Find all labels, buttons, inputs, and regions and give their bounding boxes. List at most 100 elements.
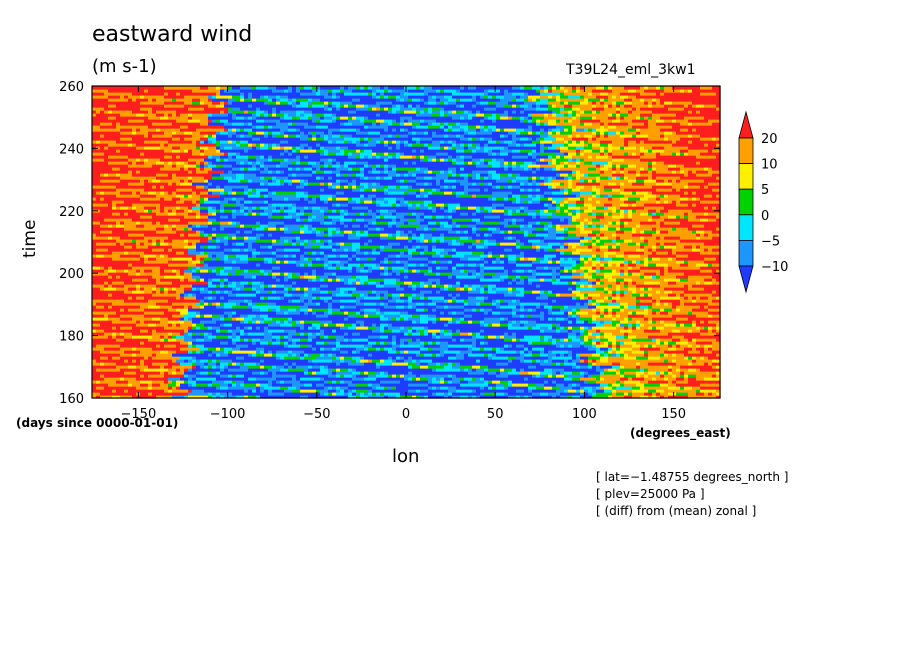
field-cell <box>236 368 241 372</box>
field-cell <box>304 374 309 378</box>
field-cell <box>392 359 397 363</box>
field-cell <box>472 356 477 360</box>
field-cell <box>660 359 665 363</box>
field-cell <box>372 359 377 363</box>
field-cell <box>584 380 589 384</box>
field-cell <box>344 353 349 357</box>
field-cell <box>204 374 209 378</box>
field-cell <box>136 356 141 360</box>
field-cell <box>460 392 465 396</box>
field-cell <box>180 365 185 369</box>
field-cell <box>348 350 353 354</box>
field-cell <box>696 371 701 375</box>
field-cell <box>620 383 625 387</box>
field-cell <box>148 374 153 378</box>
field-cell <box>232 356 237 360</box>
field-cell <box>568 356 573 360</box>
field-cell <box>676 368 681 372</box>
field-cell <box>104 365 109 369</box>
field-cell <box>476 356 481 360</box>
field-cell <box>168 353 173 357</box>
field-cell <box>652 389 657 393</box>
note-pressure-level: [ plev=25000 Pa ] <box>596 487 705 501</box>
field-cell <box>184 356 189 360</box>
field-cell <box>480 362 485 366</box>
field-cell <box>588 392 593 396</box>
field-cell <box>668 368 673 372</box>
field-cell <box>116 395 121 399</box>
field-cell <box>384 365 389 369</box>
field-cell <box>252 356 257 360</box>
field-cell <box>272 356 277 360</box>
field-cell <box>592 377 597 381</box>
field-cell <box>340 380 345 384</box>
field-cell <box>400 368 405 372</box>
field-cell <box>576 383 581 387</box>
field-cell <box>168 386 173 390</box>
field-cell <box>604 365 609 369</box>
field-cell <box>496 386 501 390</box>
field-cell <box>232 368 237 372</box>
field-cell <box>524 386 529 390</box>
field-cell <box>428 371 433 375</box>
field-cell <box>372 386 377 390</box>
field-cell <box>452 377 457 381</box>
field-cell <box>216 374 221 378</box>
field-cell <box>516 374 521 378</box>
field-cell <box>356 389 361 393</box>
field-cell <box>592 389 597 393</box>
field-cell <box>220 392 225 396</box>
field-cell <box>128 365 133 369</box>
field-cell <box>380 383 385 387</box>
field-cell <box>196 374 201 378</box>
field-cell <box>316 368 321 372</box>
field-cell <box>256 356 261 360</box>
field-cell <box>188 395 193 399</box>
field-cell <box>380 386 385 390</box>
field-cell <box>612 389 617 393</box>
field-cell <box>680 371 685 375</box>
field-cell <box>572 392 577 396</box>
field-cell <box>404 368 409 372</box>
field-cell <box>424 350 429 354</box>
field-cell <box>556 374 561 378</box>
field-cell <box>260 374 265 378</box>
field-cell <box>272 353 277 357</box>
field-cell <box>180 356 185 360</box>
field-cell <box>524 362 529 366</box>
field-cell <box>440 377 445 381</box>
field-cell <box>496 377 501 381</box>
field-cell <box>672 383 677 387</box>
field-cell <box>108 392 113 396</box>
field-cell <box>468 380 473 384</box>
field-cell <box>340 362 345 366</box>
field-cell <box>164 371 169 375</box>
field-cell <box>380 395 385 399</box>
field-cell <box>440 371 445 375</box>
field-cell <box>280 359 285 363</box>
field-cell <box>508 392 513 396</box>
field-cell <box>184 353 189 357</box>
field-cell <box>488 365 493 369</box>
field-cell <box>368 353 373 357</box>
field-cell <box>708 377 713 381</box>
field-cell <box>140 356 145 360</box>
field-cell <box>136 368 141 372</box>
field-cell <box>460 362 465 366</box>
field-cell <box>536 380 541 384</box>
field-cell <box>668 374 673 378</box>
field-cell <box>672 365 677 369</box>
field-cell <box>480 359 485 363</box>
field-cell <box>316 383 321 387</box>
field-cell <box>420 353 425 357</box>
field-cell <box>224 389 229 393</box>
field-cell <box>144 374 149 378</box>
field-cell <box>348 395 353 399</box>
field-cell <box>336 365 341 369</box>
field-cell <box>432 353 437 357</box>
field-cell <box>316 395 321 399</box>
field-cell <box>556 371 561 375</box>
note-zonal-diff: [ (diff) from (mean) zonal ] <box>596 504 757 518</box>
field-cell <box>172 377 177 381</box>
field-cell <box>224 362 229 366</box>
